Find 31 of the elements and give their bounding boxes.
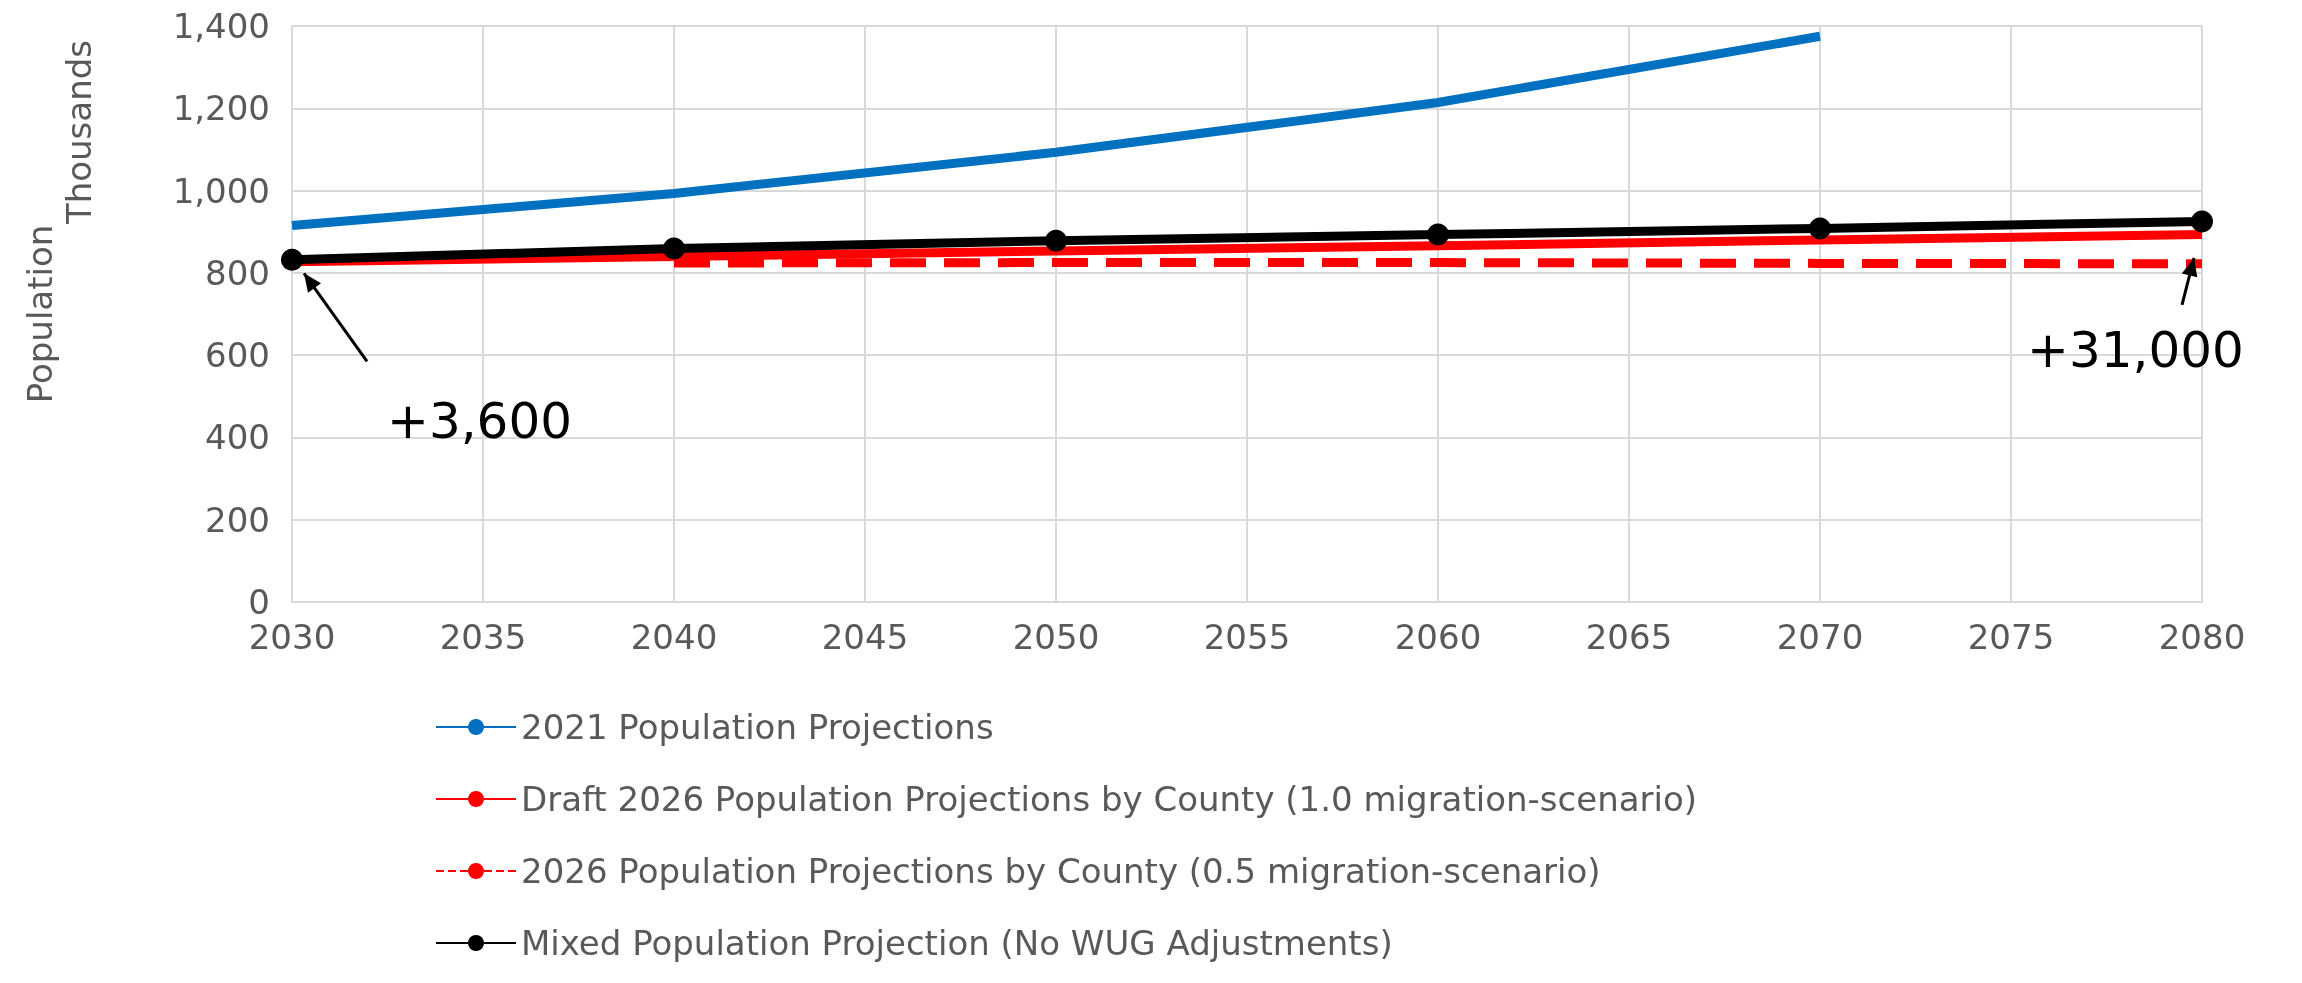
text: Thousands bbox=[59, 40, 99, 226]
legend-label: Draft 2026 Population Projections by County (1.0 migration-scenario) bbox=[521, 779, 1698, 819]
y-tick-label: 1,200 bbox=[172, 88, 270, 129]
x-tick-label: 2075 bbox=[1967, 617, 2055, 657]
x-tick-label: 2070 bbox=[1776, 617, 1864, 657]
y-tick-label: 800 bbox=[205, 252, 270, 293]
y-tick-label: 1,400 bbox=[172, 6, 270, 46]
y-axis-title: Population bbox=[20, 224, 60, 404]
x-tick-label: 2035 bbox=[439, 617, 527, 657]
annotation: +3,600 bbox=[387, 392, 573, 451]
point bbox=[663, 237, 685, 260]
y-tick-label: 600 bbox=[205, 335, 270, 376]
x-tick-label: 2060 bbox=[1394, 617, 1482, 657]
legend-label: 2026 Population Projections by County (0.5 migration-scenario) bbox=[521, 851, 1601, 891]
legend-label: 2021 Population Projections bbox=[521, 707, 994, 747]
annotation: +31,000 bbox=[2027, 320, 2244, 379]
x-tick-label: 2080 bbox=[2158, 617, 2246, 657]
x-tick-label: 2065 bbox=[1585, 617, 1673, 657]
y-tick-label: 200 bbox=[205, 499, 270, 540]
x-tick-label: 2055 bbox=[1203, 617, 1291, 657]
point bbox=[2191, 210, 2213, 233]
y-tick-label: 1,000 bbox=[172, 170, 270, 211]
point bbox=[281, 248, 303, 271]
x-tick-label: 2040 bbox=[630, 617, 718, 657]
point bbox=[1045, 229, 1067, 252]
point bbox=[1427, 223, 1449, 246]
point bbox=[1809, 217, 1831, 240]
x-tick-label: 2045 bbox=[821, 617, 909, 657]
legend-label: Mixed Population Projection (No WUG Adjustments) bbox=[521, 923, 1393, 963]
x-tick-label: 2050 bbox=[1012, 617, 1100, 657]
y-tick-label: 400 bbox=[205, 417, 270, 458]
